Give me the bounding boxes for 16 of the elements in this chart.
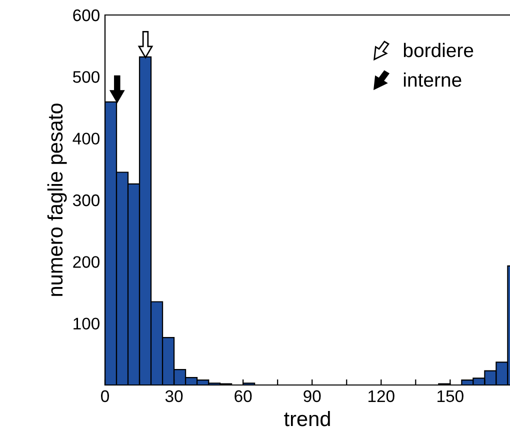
annotation: bordiere <box>404 42 474 58</box>
y-tick-label: 400 <box>72 132 100 145</box>
y-axis-title: numero faglie pesato <box>47 104 67 296</box>
y-tick-label: 500 <box>73 71 100 83</box>
y-tick-label: 300 <box>72 194 100 206</box>
annotation: interne <box>404 72 462 87</box>
x-tick-label: 30 <box>165 390 183 402</box>
x-tick-label: 0 <box>101 390 109 402</box>
y-tick-label: 100 <box>74 318 100 330</box>
x-tick-label: 120 <box>368 390 394 402</box>
x-tick-label: 60 <box>234 390 252 402</box>
y-tick-label: 200 <box>73 256 100 268</box>
y-tick-label: 600 <box>73 9 100 22</box>
x-axis-title: trend <box>284 410 330 426</box>
x-tick-label: 90 <box>304 390 321 402</box>
x-tick-label: 150 <box>438 390 464 402</box>
